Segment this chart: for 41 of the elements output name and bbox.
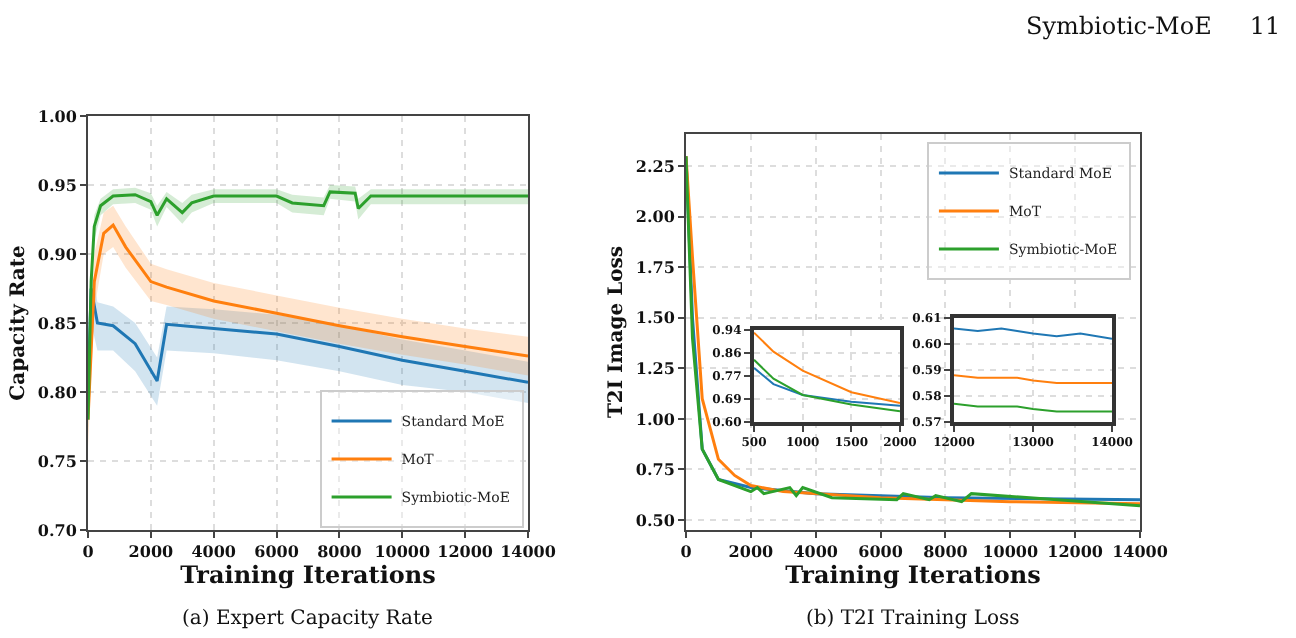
line-series — [754, 358, 900, 413]
y-tick-label: 0.80 — [37, 381, 78, 402]
line-series — [754, 331, 900, 405]
y-tick-label: 0.75 — [635, 458, 675, 479]
y-axis-title: Capacity Rate — [7, 245, 30, 401]
y-tick-label: 0.70 — [37, 519, 78, 540]
x-tick-label: 14000 — [500, 541, 557, 562]
text: Symbiotic-MoE 11 — [1026, 12, 1281, 40]
x-tick-label: 0 — [680, 541, 693, 562]
x-tick-label: 12000 — [437, 541, 494, 562]
x-tick-label: 6000 — [858, 541, 904, 562]
y-axis-title: T2I Image Loss — [605, 245, 628, 419]
line-series — [754, 366, 900, 407]
x-tick-label: 8000 — [317, 541, 363, 562]
y-tick-label: 1.50 — [635, 307, 676, 328]
text: (a) Expert Capacity Rate — [182, 608, 434, 630]
y-tick-label: 0.85 — [37, 312, 77, 333]
x-tick-label: 2000 — [728, 541, 774, 562]
text: (b) T2I Training Loss — [806, 608, 1020, 630]
y-tick-label: 1.25 — [635, 357, 675, 378]
y-tick-label: 2.25 — [635, 155, 675, 176]
x-tick-label: 10000 — [982, 541, 1039, 562]
y-tick-label: 0.95 — [37, 174, 77, 195]
y-tick-label: 1.00 — [635, 408, 676, 429]
x-tick-label: 6000 — [254, 541, 300, 562]
x-tick-label: 8000 — [923, 541, 969, 562]
x-tick-label: 2000 — [128, 541, 174, 562]
x-tick-label: 4000 — [191, 541, 237, 562]
y-tick-label: 1.00 — [37, 105, 78, 126]
y-tick-label: 0.90 — [37, 243, 78, 264]
x-tick-label: 10000 — [374, 541, 431, 562]
x-axis-title: Training Iterations — [180, 561, 437, 590]
x-tick-label: 14000 — [1112, 541, 1169, 562]
x-tick-label: 12000 — [1047, 541, 1104, 562]
x-axis-title: Training Iterations — [785, 561, 1042, 590]
y-tick-label: 0.75 — [37, 450, 77, 471]
x-tick-label: 4000 — [793, 541, 839, 562]
y-tick-label: 2.00 — [635, 206, 676, 227]
x-tick-label: 0 — [82, 541, 95, 562]
y-tick-label: 0.50 — [635, 509, 676, 530]
y-tick-label: 1.75 — [635, 256, 675, 277]
